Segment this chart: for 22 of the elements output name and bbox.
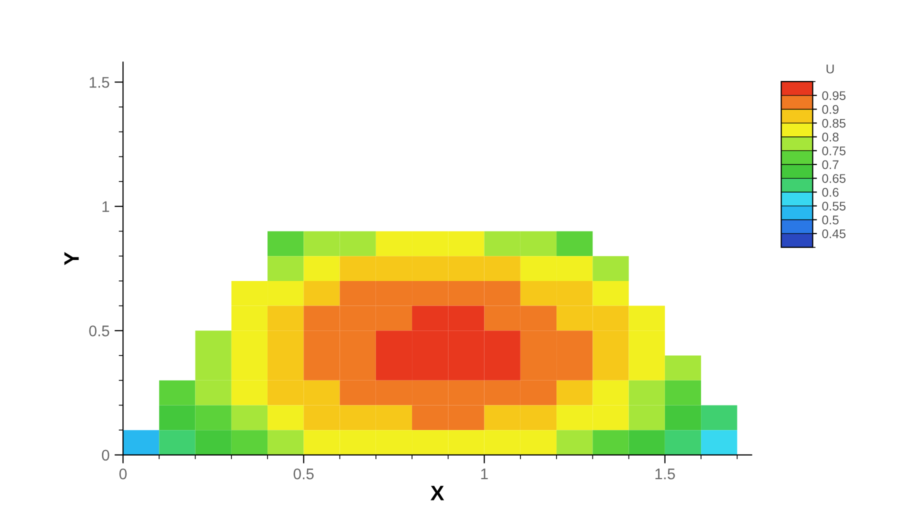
x-axis-title: X: [430, 486, 444, 500]
color-bar-title: U: [826, 64, 834, 74]
x-tick-label: 1: [481, 468, 488, 480]
x-tick-label: 0.5: [294, 468, 314, 480]
y-tick-label: 0.5: [89, 326, 110, 336]
color-bar-label: 0.85: [822, 118, 846, 128]
x-tick-label: 1.5: [655, 468, 675, 480]
y-tick-label: 1: [102, 201, 110, 212]
y-axis-title: Y: [64, 252, 79, 266]
y-tick-label: 1.5: [90, 77, 110, 88]
x-tick-label: 0: [119, 468, 127, 480]
y-tick-label: 0: [102, 450, 110, 461]
color-bar-label: 0.5: [822, 216, 839, 224]
color-bar-label: 0.75: [822, 146, 846, 156]
color-bar-label: 0.65: [822, 174, 846, 183]
color-bar-label: 0.45: [822, 229, 846, 238]
color-bar-label: 0.55: [822, 202, 846, 211]
color-bar-label: 0.7: [822, 160, 838, 170]
color-bar-label: 0.8: [822, 132, 839, 142]
color-bar-label: 0.9: [822, 105, 838, 114]
color-bar-label: 0.95: [822, 91, 846, 100]
color-bar-label: 0.6: [822, 188, 839, 197]
